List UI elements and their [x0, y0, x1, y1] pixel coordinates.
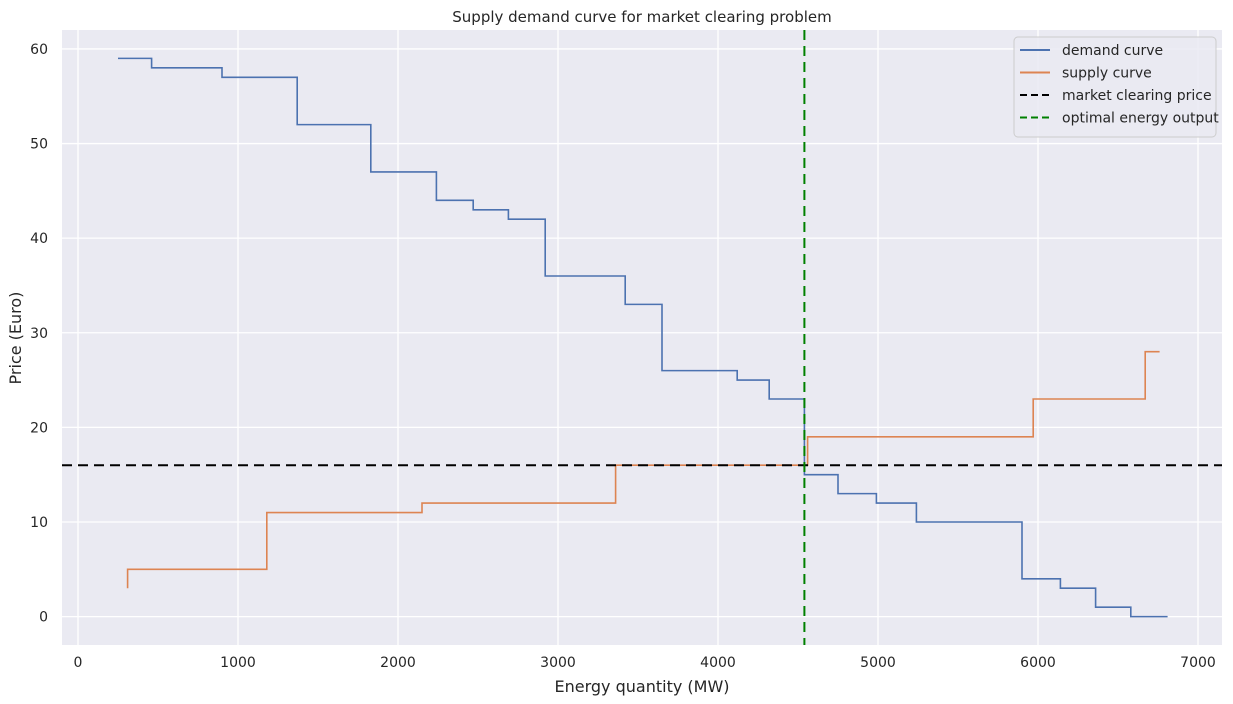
- demand-curve-line: [118, 57, 1168, 618]
- legend-label-optimal-energy-output: optimal energy output: [1062, 111, 1219, 127]
- legend: demand curve supply curve market clearing …: [1013, 36, 1219, 138]
- legend-label-supply-curve: supply curve: [1062, 66, 1152, 82]
- legend-box: [1013, 36, 1217, 138]
- legend-label-market-clearing-price: market clearing price: [1062, 88, 1212, 104]
- y-axis-label: Price (Euro): [6, 292, 25, 385]
- x-tick-label: 5000: [860, 655, 896, 671]
- y-tick-label: 60: [30, 42, 48, 58]
- x-tick-label: 3000: [540, 655, 576, 671]
- series-layer: [62, 30, 1222, 645]
- legend-label-demand-curve: demand curve: [1062, 43, 1163, 59]
- y-tick-label: 10: [30, 515, 48, 531]
- x-tick-label: 1000: [220, 655, 256, 671]
- y-tick-label: 30: [30, 326, 48, 342]
- y-tick-label: 0: [39, 610, 48, 626]
- y-tick-label: 20: [30, 420, 48, 436]
- x-tick-label: 2000: [380, 655, 416, 671]
- x-tick-label: 7000: [1180, 655, 1216, 671]
- y-tick-labels: 0 10 20 30 40 50 60: [30, 42, 48, 626]
- y-tick-label: 40: [30, 231, 48, 247]
- chart-title: Supply demand curve for market clearing …: [452, 8, 831, 26]
- y-tick-label: 50: [30, 137, 48, 153]
- x-tick-label: 4000: [700, 655, 736, 671]
- x-axis-label: Energy quantity (MW): [555, 677, 730, 696]
- x-tick-label: 6000: [1020, 655, 1056, 671]
- x-tick-label: 0: [74, 655, 83, 671]
- x-tick-labels: 0 1000 2000 3000 4000 5000 6000 7000: [74, 655, 1216, 671]
